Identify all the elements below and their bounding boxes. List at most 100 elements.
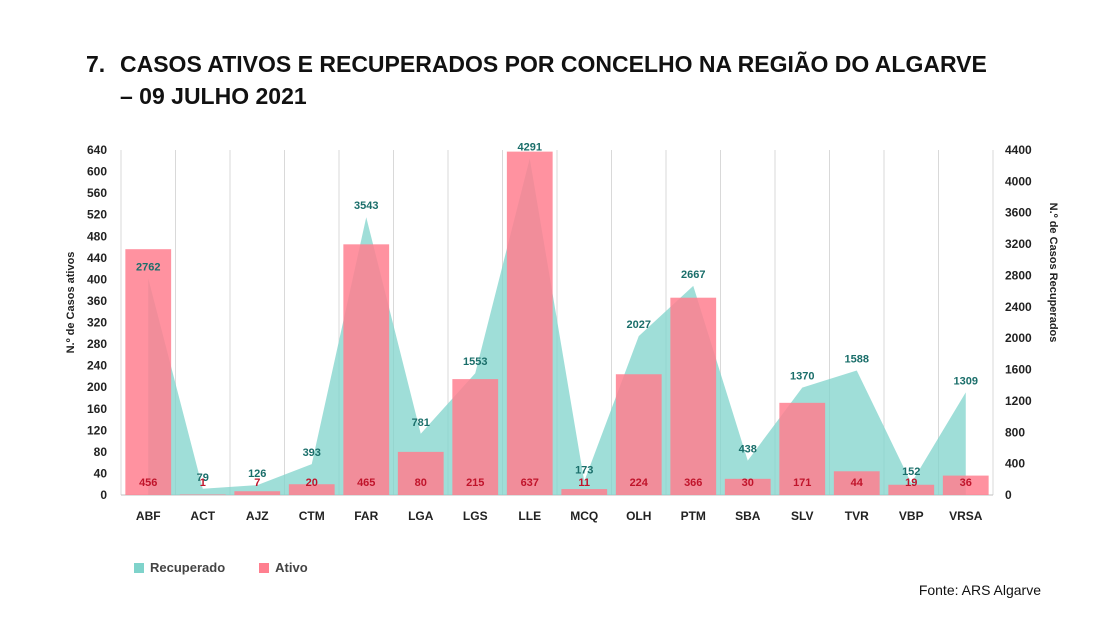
recuperado-data-label: 173: [575, 464, 593, 476]
y2-tick-label: 4400: [1005, 143, 1032, 157]
x-tick-label: FAR: [354, 509, 378, 523]
ativo-data-label: 44: [851, 477, 864, 489]
title-line2: – 09 JULHO 2021: [120, 83, 307, 109]
ativo-bar: [288, 484, 335, 495]
ativo-bar: [125, 249, 172, 495]
recuperado-data-label: 1553: [463, 356, 487, 368]
recuperado-data-label: 2762: [136, 261, 160, 273]
y-tick-label: 600: [87, 165, 107, 179]
y2-tick-label: 0: [1005, 488, 1012, 502]
ativo-data-label: 19: [905, 477, 917, 489]
ativo-bar: [452, 379, 499, 495]
chart-legend: Recuperado Ativo: [134, 560, 308, 575]
y-tick-label: 440: [87, 251, 107, 265]
legend-label-ativo: Ativo: [275, 560, 308, 575]
ativo-bar: [779, 402, 826, 495]
x-tick-label: CTM: [299, 509, 325, 523]
ativo-data-label: 11: [578, 477, 590, 489]
page-title: 7. CASOS ATIVOS E RECUPERADOS POR CONCELH…: [86, 48, 1066, 112]
y-tick-label: 560: [87, 186, 107, 200]
legend-item-recuperado[interactable]: Recuperado: [134, 560, 225, 575]
x-tick-label: LLE: [518, 509, 541, 523]
ativo-bar: [615, 374, 662, 495]
y2-tick-label: 400: [1005, 457, 1025, 471]
y2-tick-label: 800: [1005, 425, 1025, 439]
ativo-data-label: 36: [960, 477, 972, 489]
title-number: 7.: [86, 51, 106, 77]
y-tick-label: 240: [87, 359, 107, 373]
recuperado-data-label: 152: [902, 466, 920, 478]
x-tick-label: ACT: [190, 509, 215, 523]
legend-swatch-recuperado: [134, 562, 144, 573]
ativo-data-label: 465: [357, 477, 375, 489]
ativo-data-label: 30: [742, 477, 754, 489]
y-tick-label: 360: [87, 294, 107, 308]
recuperado-data-label: 1588: [845, 353, 869, 365]
recuperado-data-label: 126: [248, 468, 266, 480]
ativo-bar: [561, 489, 608, 495]
ativo-data-label: 366: [684, 477, 702, 489]
recuperado-data-label: 393: [303, 447, 321, 459]
y2-tick-label: 1200: [1005, 394, 1032, 408]
ativo-bar: [724, 478, 771, 495]
x-tick-label: OLH: [626, 509, 651, 523]
recuperado-data-label: 1370: [790, 371, 814, 383]
ativo-data-label: 224: [630, 477, 649, 489]
ativo-bar: [397, 451, 444, 495]
recuperado-data-label: 2667: [681, 269, 705, 281]
y-tick-label: 40: [94, 466, 108, 480]
x-tick-label: ABF: [136, 509, 161, 523]
y-tick-label: 200: [87, 380, 107, 394]
x-tick-label: LGS: [463, 509, 488, 523]
y2-tick-label: 3600: [1005, 206, 1032, 220]
ativo-data-label: 20: [306, 477, 318, 489]
recuperado-data-label: 3543: [354, 200, 378, 212]
y-tick-label: 320: [87, 316, 107, 330]
y2-axis-title: N.º de Casos Recuperados: [1047, 203, 1059, 343]
y-tick-label: 400: [87, 272, 107, 286]
ativo-bar: [343, 244, 390, 495]
x-tick-label: MCQ: [570, 509, 598, 523]
recuperado-data-label: 4291: [518, 142, 542, 154]
recuperado-data-label: 79: [197, 472, 209, 484]
x-tick-label: AJZ: [246, 509, 269, 523]
recuperado-data-label: 2027: [627, 319, 651, 331]
ativo-data-label: 1: [200, 477, 206, 489]
recuperado-data-label: 781: [412, 417, 430, 429]
ativo-bar: [833, 471, 880, 495]
y-tick-label: 480: [87, 229, 107, 243]
x-tick-label: PTM: [681, 509, 706, 523]
chart-axes: 0408012016020024028032036040044048052056…: [65, 143, 1059, 523]
y-tick-label: 0: [100, 488, 107, 502]
y2-tick-label: 1600: [1005, 363, 1032, 377]
y2-tick-label: 3200: [1005, 237, 1032, 251]
x-tick-label: LGA: [408, 509, 434, 523]
y-tick-label: 520: [87, 208, 107, 222]
y-axis-title: N.º de Casos ativos: [65, 252, 77, 354]
x-tick-label: VBP: [899, 509, 924, 523]
ativo-bar: [179, 494, 226, 495]
ativo-bar: [506, 151, 553, 495]
source-note: Fonte: ARS Algarve: [918, 582, 1041, 598]
x-tick-label: SLV: [791, 509, 813, 523]
x-tick-label: SBA: [735, 509, 761, 523]
y2-tick-label: 2800: [1005, 268, 1032, 282]
y-tick-label: 160: [87, 402, 107, 416]
y2-tick-label: 2000: [1005, 331, 1032, 345]
x-tick-label: VRSA: [949, 509, 983, 523]
ativo-bar: [670, 297, 717, 495]
ativo-data-label: 80: [415, 477, 427, 489]
ativo-data-label: 637: [521, 477, 539, 489]
legend-item-ativo[interactable]: Ativo: [259, 560, 308, 575]
ativo-data-label: 7: [254, 477, 260, 489]
ativo-data-label: 215: [466, 477, 484, 489]
y-tick-label: 120: [87, 423, 107, 437]
y-tick-label: 640: [87, 143, 107, 157]
recuperado-data-label: 1309: [954, 375, 978, 387]
y-tick-label: 80: [94, 445, 108, 459]
legend-swatch-ativo: [259, 562, 270, 573]
y2-tick-label: 2400: [1005, 300, 1032, 314]
ativo-data-label: 171: [793, 477, 811, 489]
title-line1: CASOS ATIVOS E RECUPERADOS POR CONCELHO …: [120, 51, 987, 77]
